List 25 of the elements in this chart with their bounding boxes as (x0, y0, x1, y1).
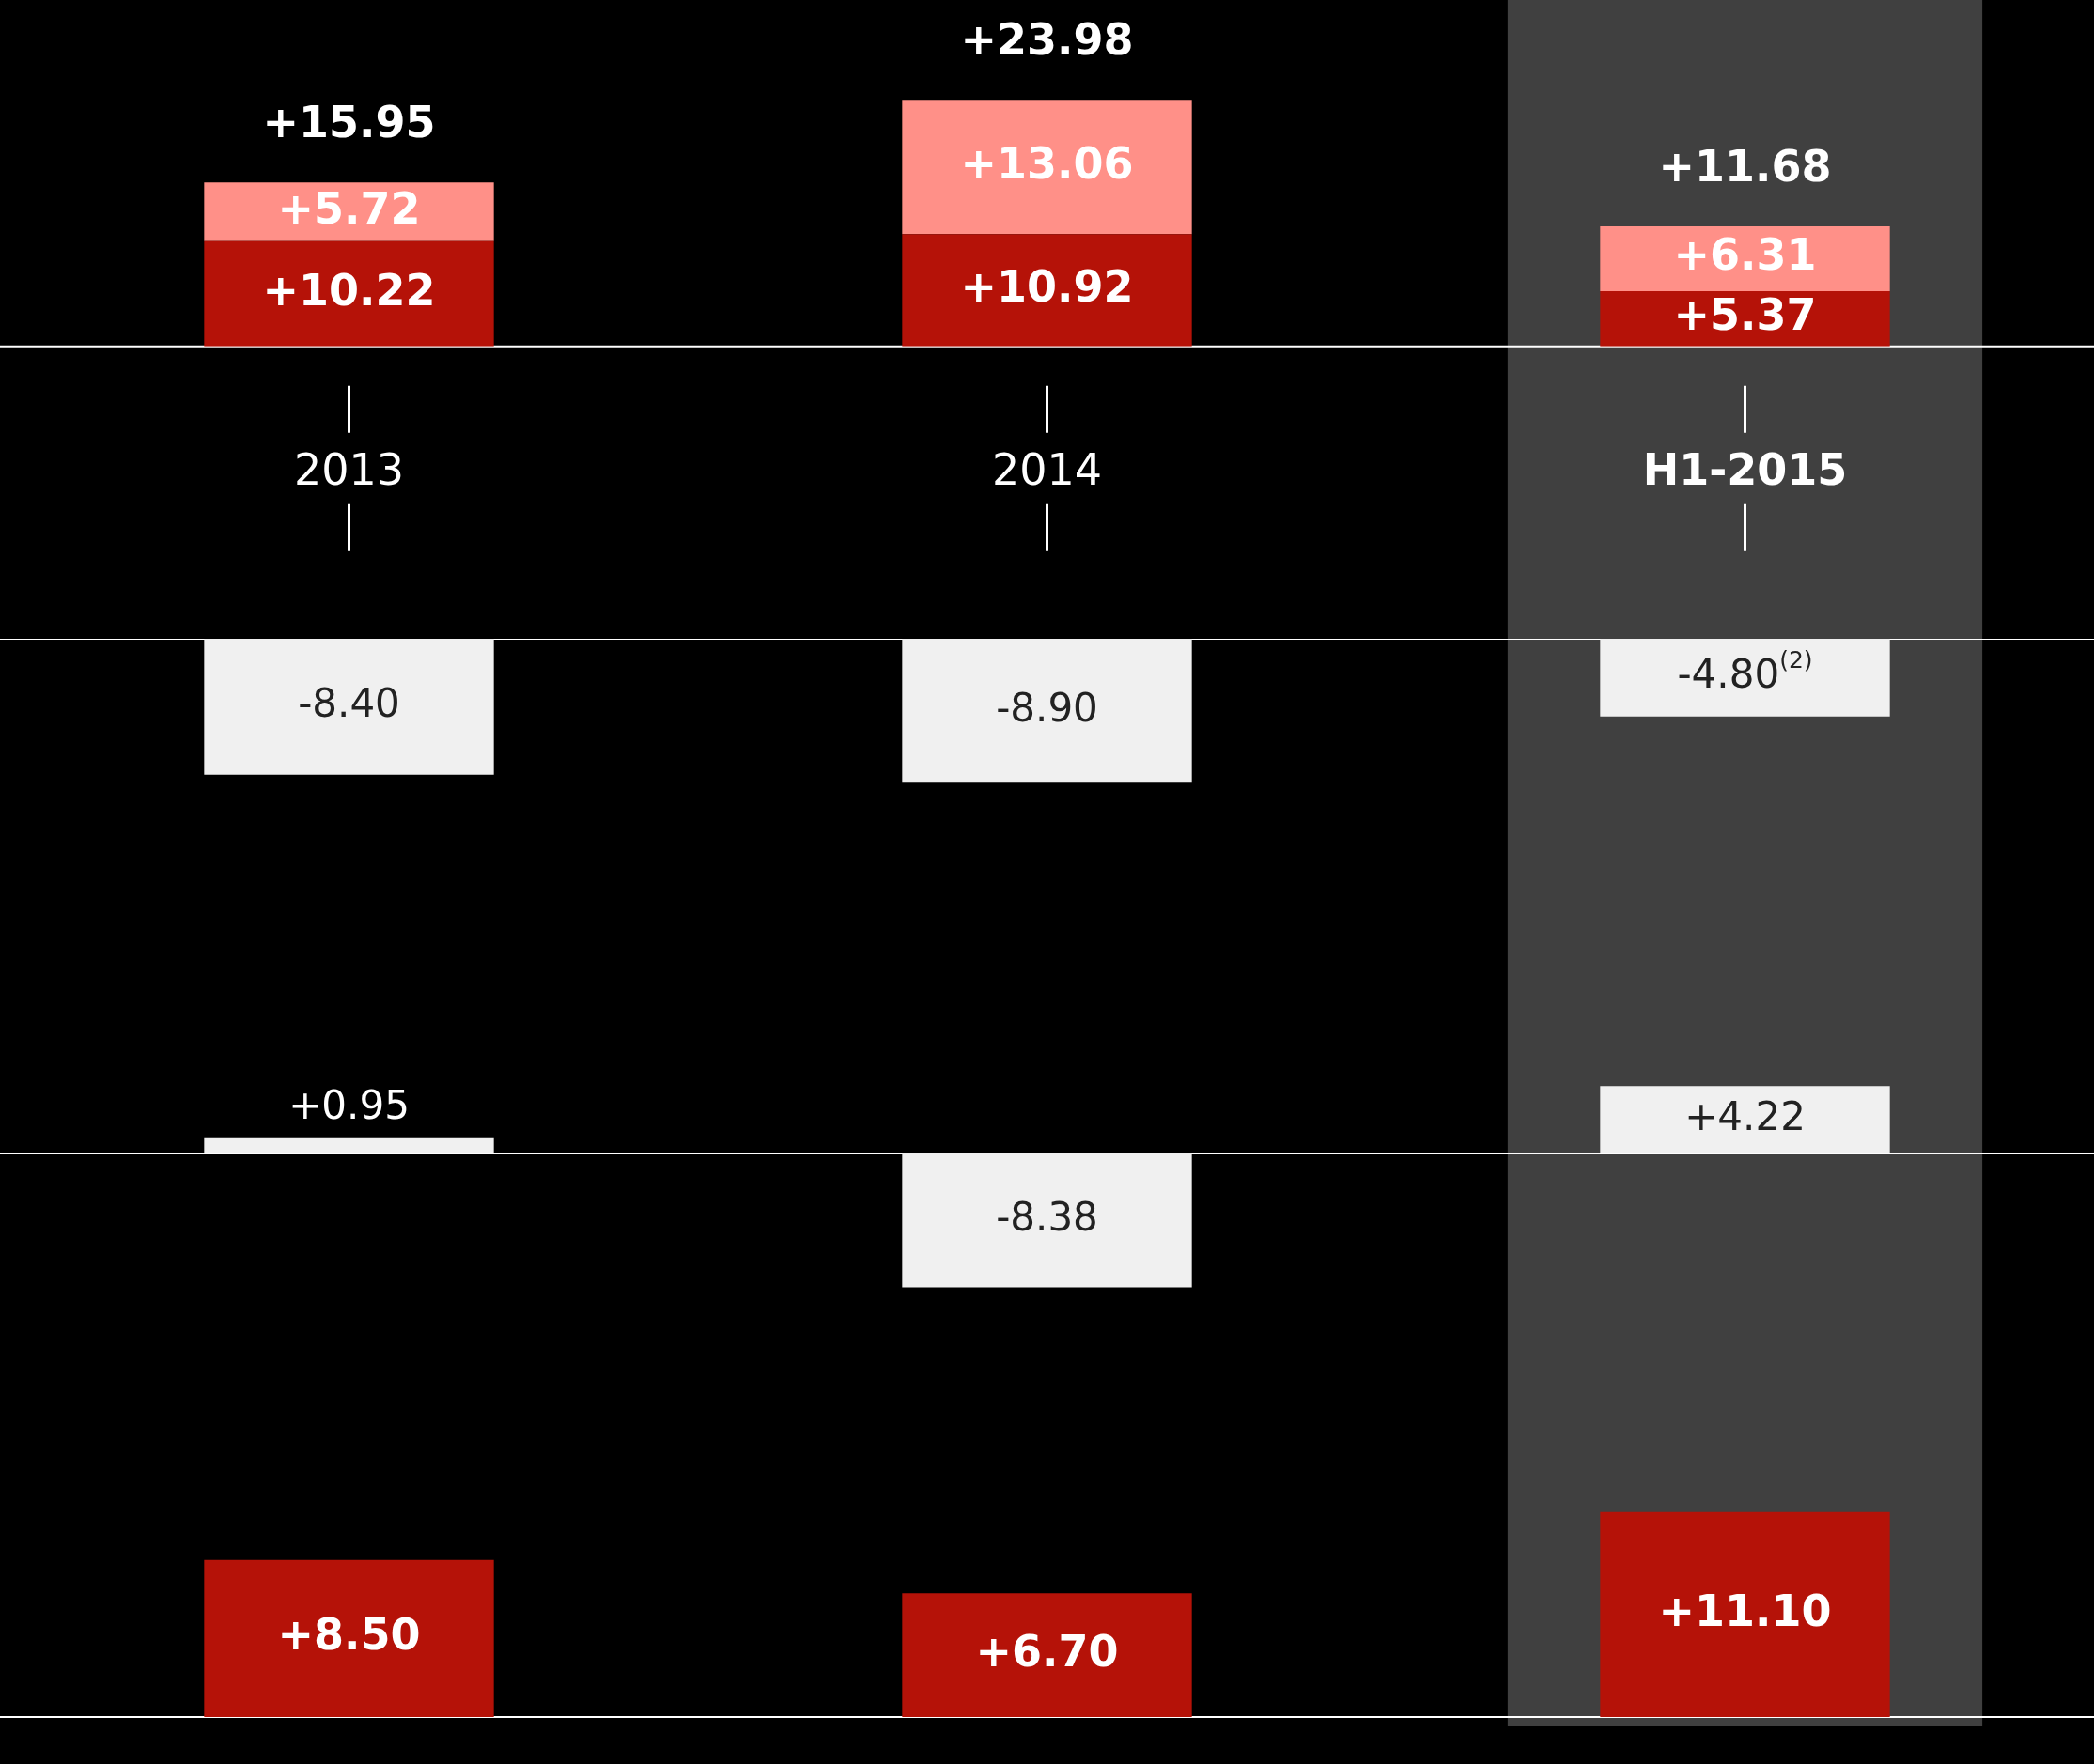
data-label: -8.90 (996, 684, 1098, 731)
total-label: +23.98 (960, 14, 1134, 66)
bar (204, 182, 494, 241)
data-label: +4.22 (1684, 1093, 1806, 1140)
bar (902, 234, 1192, 347)
x-tick-label: H1-2015 (1642, 444, 1848, 496)
x-tick-label: 2013 (293, 444, 405, 496)
data-label: +13.06 (960, 137, 1134, 189)
data-label: +5.72 (277, 182, 421, 234)
data-label: +11.10 (1658, 1585, 1832, 1636)
data-label: +6.70 (975, 1626, 1119, 1678)
data-label: +5.37 (1673, 289, 1817, 341)
bar (902, 100, 1192, 235)
total-label: +15.95 (262, 97, 436, 148)
data-label: +10.22 (262, 264, 436, 316)
x-tick-label: 2014 (991, 444, 1103, 496)
total-label: +11.68 (1658, 140, 1832, 192)
data-label: +0.95 (288, 1081, 410, 1128)
data-label: +8.50 (277, 1609, 421, 1661)
data-label: -8.40 (298, 680, 400, 727)
data-label: +6.31 (1673, 229, 1817, 281)
bar (1600, 225, 1890, 291)
data-label: +10.92 (960, 260, 1134, 312)
data-label: -8.38 (996, 1194, 1098, 1241)
bar (204, 240, 494, 347)
